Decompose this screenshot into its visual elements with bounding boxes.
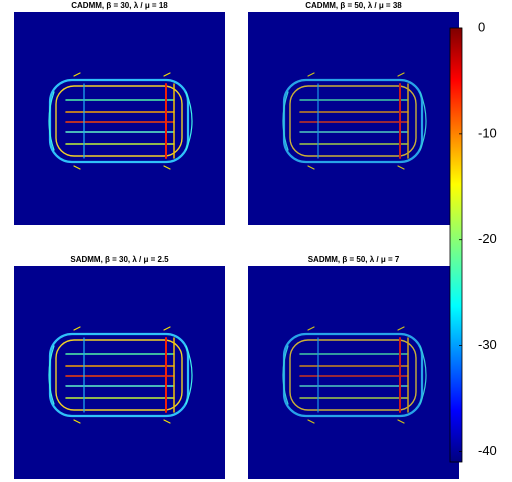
panel-title: SADMM, β = 50, λ / μ = 7 — [308, 255, 400, 264]
tick-label: -30 — [478, 337, 497, 352]
panel-title: SADMM, β = 30, λ / μ = 2.5 — [70, 255, 169, 264]
tick-label: -20 — [478, 231, 497, 246]
image-panel — [248, 12, 459, 225]
tick-label: -10 — [478, 125, 497, 140]
colorbar — [449, 27, 463, 463]
image-panel — [248, 266, 459, 479]
image-panel — [14, 12, 225, 225]
tick-label: -40 — [478, 443, 497, 458]
panel-title: CADMM, β = 30, λ / μ = 18 — [71, 1, 168, 10]
panel-title: CADMM, β = 50, λ / μ = 38 — [305, 1, 402, 10]
tick-label: 0 — [478, 19, 485, 34]
image-panel — [14, 266, 225, 479]
